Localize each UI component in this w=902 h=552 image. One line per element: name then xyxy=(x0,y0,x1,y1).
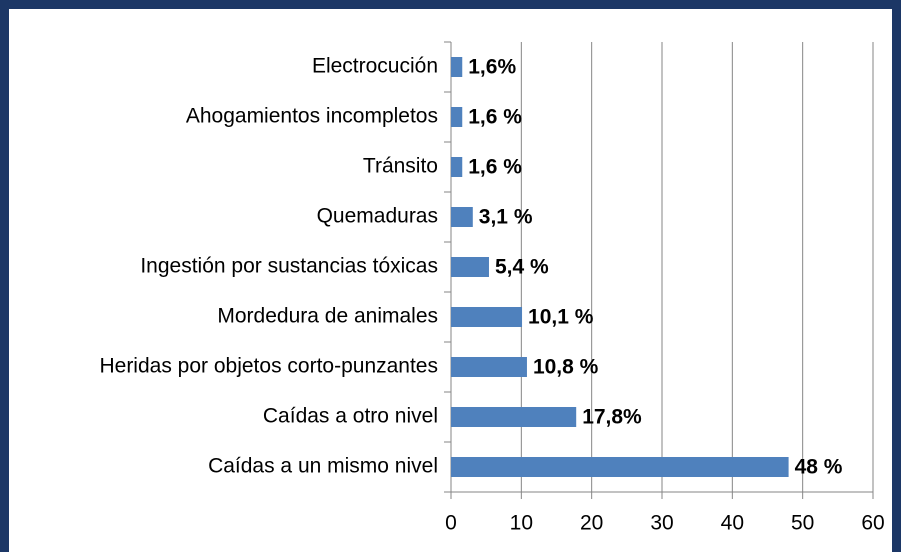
bar xyxy=(451,57,463,77)
x-tick-label: 0 xyxy=(445,512,457,535)
value-label: 10,1 % xyxy=(528,306,594,329)
y-tick-label: Quemaduras xyxy=(317,205,438,228)
bar xyxy=(451,207,473,227)
x-tick-label: 50 xyxy=(791,512,814,535)
bar xyxy=(451,107,463,127)
x-tick-label: 60 xyxy=(861,512,884,535)
value-label: 10,8 % xyxy=(533,356,599,379)
x-tick-label: 10 xyxy=(510,512,533,535)
bar xyxy=(451,157,463,177)
bar xyxy=(451,457,789,477)
x-tick-label: 40 xyxy=(721,512,744,535)
y-tick-label: Electrocución xyxy=(312,55,438,78)
y-tick-label: Tránsito xyxy=(363,155,438,178)
value-label: 1,6 % xyxy=(468,156,522,179)
value-label: 3,1 % xyxy=(479,206,533,229)
value-label: 17,8% xyxy=(582,406,642,429)
y-tick-label: Caídas a otro nivel xyxy=(263,405,438,428)
y-tick-label: Heridas por objetos corto-punzantes xyxy=(99,355,438,378)
y-tick-label: Mordedura de animales xyxy=(217,305,438,328)
bar xyxy=(451,357,527,377)
y-tick-label: Ahogamientos incompletos xyxy=(186,105,438,128)
y-tick-label: Caídas a un mismo nivel xyxy=(208,455,438,478)
bar xyxy=(451,407,577,427)
x-tick-label: 20 xyxy=(580,512,603,535)
x-tick-label: 30 xyxy=(650,512,673,535)
value-label: 1,6 % xyxy=(468,106,522,129)
value-label: 5,4 % xyxy=(495,256,549,279)
y-tick-label: Ingestión por sustancias tóxicas xyxy=(140,255,438,278)
bar xyxy=(451,307,523,327)
value-label: 48 % xyxy=(795,456,843,479)
bar xyxy=(451,257,489,277)
value-label: 1,6% xyxy=(468,56,516,79)
